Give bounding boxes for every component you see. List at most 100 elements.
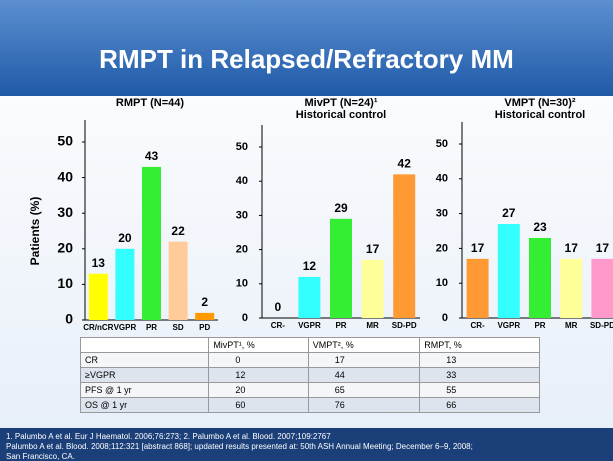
- x-tick-label: PR: [534, 321, 545, 330]
- bar: [529, 237, 551, 318]
- bar: [168, 241, 188, 320]
- x-tick-label: VGPR: [114, 323, 137, 332]
- y-tick-label: 40: [236, 175, 248, 187]
- chart-title: MivPT (N=24)¹: [304, 97, 377, 109]
- table-cell: ≥VGPR: [79, 367, 210, 383]
- value-label: 17: [366, 242, 380, 256]
- bar: [361, 259, 384, 318]
- value-label: 17: [596, 241, 610, 255]
- bar: [591, 258, 613, 318]
- table-cell: 20: [208, 382, 309, 398]
- x-tick-label: VGPR: [497, 321, 520, 330]
- bar: [393, 174, 416, 318]
- table-cell: OS @ 1 yr: [79, 397, 210, 413]
- table-cell: VMPT², %: [307, 337, 421, 353]
- x-tick-label: CR-: [271, 321, 286, 330]
- chart-subtitle: Historical control: [495, 109, 585, 121]
- bar: [195, 312, 215, 320]
- value-label: 17: [471, 241, 485, 255]
- bar: [142, 166, 161, 320]
- x-tick-label: SD-PD: [392, 321, 417, 330]
- x-tick-label: CR/nCR: [83, 323, 113, 332]
- bar: [497, 224, 520, 318]
- value-label: 20: [118, 231, 132, 245]
- bar: [115, 248, 135, 320]
- value-label: 13: [92, 256, 106, 270]
- bar: [298, 276, 321, 318]
- value-label: 0: [274, 300, 281, 314]
- value-label: 17: [565, 241, 579, 255]
- y-tick-label: 50: [57, 133, 73, 149]
- footnote: San Francisco, CA.: [6, 452, 75, 461]
- bar: [330, 218, 352, 318]
- table-row: CR 0 17 13: [79, 352, 540, 368]
- value-label: 12: [303, 259, 317, 273]
- x-tick-label: PR: [146, 323, 157, 332]
- y-tick-label: 40: [436, 173, 448, 185]
- table-cell: 60: [208, 397, 309, 413]
- table-cell: 66: [419, 397, 540, 413]
- table-cell: RMPT, %: [419, 337, 540, 353]
- table-cell: [79, 337, 210, 353]
- table-row: PFS @ 1 yr 20 65 55: [79, 382, 540, 398]
- table-cell: 13: [419, 352, 540, 368]
- table-row: MivPT¹, % VMPT², % RMPT, %: [79, 337, 540, 353]
- charts: RMPT (N=44)Patients (%)0102030405013CR/n…: [28, 97, 613, 332]
- table-cell: 44: [307, 367, 421, 383]
- chart-title: RMPT (N=44): [116, 97, 184, 109]
- x-tick-label: PD: [199, 323, 210, 332]
- x-tick-label: MR: [565, 321, 578, 330]
- table-cell: 55: [419, 382, 540, 398]
- value-label: 27: [502, 206, 516, 220]
- y-tick-label: 10: [436, 277, 448, 289]
- y-tick-label: 30: [57, 204, 73, 220]
- y-tick-label: 50: [436, 138, 448, 150]
- value-label: 2: [201, 295, 208, 309]
- y-tick-label: 10: [236, 278, 248, 290]
- y-axis-label: Patients (%): [28, 197, 42, 266]
- x-tick-label: SD-PD: [590, 321, 613, 330]
- y-tick-label: 20: [57, 240, 73, 256]
- table-cell: PFS @ 1 yr: [79, 382, 210, 398]
- table-row: ≥VGPR 12 44 33: [79, 367, 540, 383]
- table-cell: CR: [79, 352, 210, 368]
- slide-title: RMPT in Relapsed/Refractory MM: [99, 44, 514, 74]
- footnote: Palumbo A et al. Blood. 2008;112:321 [ab…: [6, 442, 473, 451]
- table-row: OS @ 1 yr 60 76 66: [79, 397, 540, 413]
- y-tick-label: 0: [65, 311, 73, 327]
- value-label: 29: [334, 201, 348, 215]
- table-cell: 33: [419, 367, 540, 383]
- y-tick-label: 30: [236, 209, 248, 221]
- x-tick-label: MR: [366, 321, 379, 330]
- x-tick-label: VGPR: [298, 321, 321, 330]
- y-tick-label: 0: [242, 312, 248, 324]
- x-tick-label: SD: [173, 323, 184, 332]
- y-tick-label: 50: [236, 141, 248, 153]
- table-cell: 12: [208, 367, 309, 383]
- y-tick-label: 20: [236, 244, 248, 256]
- y-tick-label: 20: [436, 242, 448, 254]
- x-tick-label: CR-: [470, 321, 485, 330]
- table-cell: 0: [208, 352, 309, 368]
- value-label: 43: [145, 149, 159, 163]
- table-cell: 17: [307, 352, 421, 368]
- chart-title: VMPT (N=30)²: [504, 97, 576, 109]
- table-cell: 76: [307, 397, 421, 413]
- value-label: 42: [398, 157, 412, 171]
- table-cell: 65: [307, 382, 421, 398]
- x-tick-label: PR: [335, 321, 346, 330]
- table-cell: MivPT¹, %: [208, 337, 309, 353]
- header-band: [0, 0, 613, 96]
- summary-table: MivPT¹, % VMPT², % RMPT, % CR 0 17 13 ≥VGPR 12 44…: [79, 337, 540, 413]
- y-tick-label: 10: [57, 275, 73, 291]
- value-label: 23: [533, 220, 547, 234]
- y-tick-label: 30: [436, 208, 448, 220]
- bar: [560, 258, 583, 318]
- footnote: 1. Palumbo A et al. Eur J Haematol. 2006…: [6, 432, 331, 441]
- y-tick-label: 0: [442, 312, 448, 324]
- bar: [88, 273, 108, 320]
- footnotes: 1. Palumbo A et al. Eur J Haematol. 2006…: [0, 428, 613, 461]
- chart-subtitle: Historical control: [296, 109, 386, 121]
- value-label: 22: [171, 224, 185, 238]
